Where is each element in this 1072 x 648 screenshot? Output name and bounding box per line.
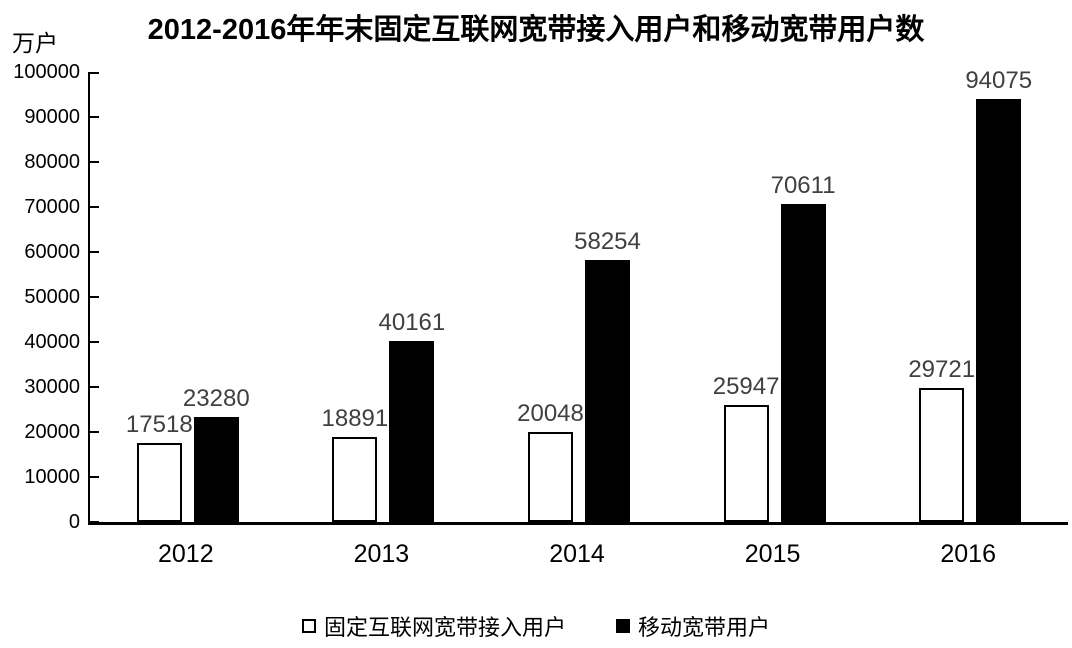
bar-value-label: 94075 bbox=[965, 66, 1033, 94]
x-axis-label: 2013 bbox=[353, 540, 410, 568]
bar-value-label: 17518 bbox=[125, 411, 193, 439]
y-tick-mark bbox=[90, 206, 99, 208]
y-tick-mark bbox=[90, 161, 99, 163]
legend-label-fixed-broadband: 固定互联网宽带接入用户 bbox=[323, 615, 566, 640]
bar-fixed-broadband-2015 bbox=[723, 405, 769, 522]
y-tick-label: 30000 bbox=[24, 376, 80, 398]
x-axis-label: 2016 bbox=[940, 540, 996, 568]
bar-value-label: 20048 bbox=[517, 399, 584, 427]
y-tick-label: 40000 bbox=[24, 331, 80, 353]
bar-mobile-broadband-2014 bbox=[585, 260, 630, 522]
legend-item-mobile-broadband: 移动宽带用户 bbox=[616, 610, 770, 642]
y-tick-mark bbox=[90, 386, 99, 388]
y-tick-label: 10000 bbox=[24, 466, 80, 488]
y-tick-label: 100000 bbox=[13, 61, 80, 83]
y-tick-mark bbox=[90, 476, 99, 478]
legend-swatch-mobile-broadband bbox=[616, 619, 630, 633]
bar-value-label: 29721 bbox=[908, 356, 976, 384]
legend-item-fixed-broadband: 固定互联网宽带接入用户 bbox=[301, 610, 566, 642]
y-tick-mark bbox=[90, 116, 99, 118]
y-tick-mark bbox=[90, 341, 99, 343]
plot-area: 0 10000 20000 30000 40000 50000 60000 70000 8000… bbox=[13, 62, 1068, 532]
bar-fixed-broadband-2013 bbox=[332, 437, 378, 522]
x-axis: 2012 2013 2014 2015 2016 bbox=[88, 522, 1066, 572]
y-tick-label: 70000 bbox=[24, 196, 80, 218]
y-tick-mark bbox=[90, 251, 99, 253]
y-tick-mark bbox=[90, 521, 99, 523]
bar-mobile-broadband-2015 bbox=[780, 204, 826, 522]
bar-fixed-broadband-2012 bbox=[136, 443, 182, 522]
y-axis-unit-label: 万户 bbox=[12, 30, 58, 56]
x-axis-label: 2015 bbox=[744, 540, 801, 568]
y-tick-label: 60000 bbox=[24, 241, 80, 263]
bar-fixed-broadband-2016 bbox=[919, 388, 965, 522]
bar-value-label: 40161 bbox=[378, 309, 446, 337]
y-tick-label: 50000 bbox=[24, 286, 80, 308]
y-tick-label: 0 bbox=[68, 511, 80, 533]
x-axis-label: 2012 bbox=[157, 540, 214, 568]
y-tick-label: 20000 bbox=[24, 421, 80, 443]
y-tick-mark bbox=[90, 296, 99, 298]
legend-label-mobile-broadband: 移动宽带用户 bbox=[638, 615, 771, 640]
legend-swatch-fixed-broadband bbox=[301, 619, 316, 633]
y-tick-mark bbox=[90, 72, 99, 74]
bar-value-label: 18891 bbox=[321, 404, 389, 432]
y-tick-label: 80000 bbox=[24, 151, 80, 173]
bar-fixed-broadband-2014 bbox=[528, 432, 573, 522]
bar-mobile-broadband-2013 bbox=[389, 341, 435, 522]
bar-value-label: 70611 bbox=[770, 172, 836, 200]
bar-value-label: 25947 bbox=[712, 373, 780, 401]
bar-value-label: 58254 bbox=[574, 227, 641, 255]
bar-mobile-broadband-2016 bbox=[976, 99, 1022, 522]
bar-mobile-broadband-2012 bbox=[193, 417, 239, 522]
chart-title: 2012-2016年年末固定互联网宽带接入用户和移动宽带用户数 bbox=[147, 14, 925, 46]
legend: 固定互联网宽带接入用户 移动宽带用户 bbox=[0, 608, 1072, 644]
y-tick-mark bbox=[90, 431, 99, 433]
x-axis-label: 2014 bbox=[549, 540, 605, 568]
y-tick-label: 90000 bbox=[24, 106, 80, 128]
bar-value-label: 23280 bbox=[182, 385, 250, 413]
